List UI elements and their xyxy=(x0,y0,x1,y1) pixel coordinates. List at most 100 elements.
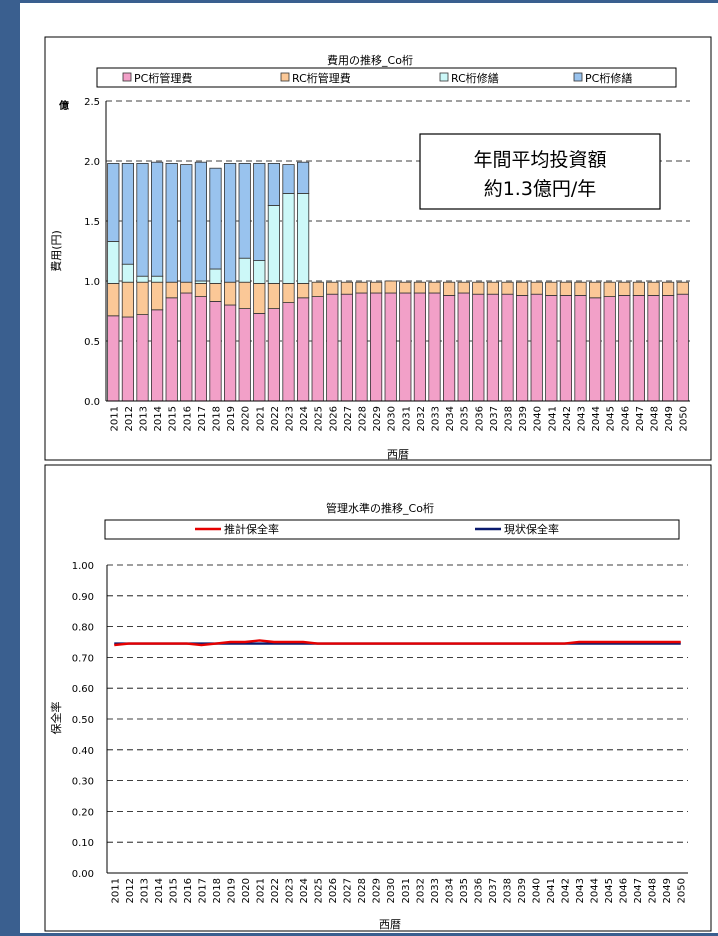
level-x-tick-label: 2046 xyxy=(619,878,630,903)
level-y-tick-label: 0.50 xyxy=(72,715,94,726)
cost-x-tick-label: 2031 xyxy=(401,406,412,431)
level-x-tick-label: 2025 xyxy=(314,878,325,903)
cost-bar-segment xyxy=(632,294,645,402)
annotation-line-1: 年間平均投資額 xyxy=(473,149,606,171)
cost-x-tick-label: 2039 xyxy=(518,406,529,431)
cost-bar-segment xyxy=(180,292,193,402)
legend-swatch xyxy=(439,72,449,82)
cost-bar-segment xyxy=(530,281,543,295)
cost-x-tick-label: 2013 xyxy=(139,406,150,431)
cost-chart-title: 費用の推移_Co桁 xyxy=(327,53,413,67)
cost-bar-segment xyxy=(311,281,324,298)
cost-bar-segment xyxy=(151,161,164,277)
cost-bar-segment xyxy=(238,308,251,402)
level-chart-title: 管理水準の推移_Co桁 xyxy=(326,501,434,515)
level-legend xyxy=(104,519,680,540)
cost-x-tick-label: 2034 xyxy=(445,406,456,431)
cost-bar-segment xyxy=(559,281,572,296)
legend-label: PC桁修繕 xyxy=(585,71,632,85)
cost-x-tick-label: 2018 xyxy=(212,406,223,431)
cost-bar-segment xyxy=(603,296,616,402)
cost-bar-segment xyxy=(413,292,426,402)
level-chart-area xyxy=(44,464,712,932)
cost-x-tick-label: 2017 xyxy=(197,406,208,431)
cost-bar-segment xyxy=(297,282,310,299)
level-x-tick-label: 2045 xyxy=(604,878,615,903)
cost-bar-segment xyxy=(662,294,675,402)
cost-bar-segment xyxy=(151,281,164,311)
cost-x-tick-label: 2016 xyxy=(182,406,193,431)
level-x-tick-label: 2040 xyxy=(531,878,542,903)
cost-x-tick-label: 2046 xyxy=(620,406,631,431)
level-x-tick-label: 2043 xyxy=(575,878,586,903)
cost-bar-segment xyxy=(545,294,558,402)
cost-bar-segment xyxy=(121,281,134,318)
cost-bar-segment xyxy=(516,281,529,296)
level-x-tick-label: 2049 xyxy=(662,878,673,903)
legend-label: 推計保全率 xyxy=(224,522,279,536)
level-x-tick-label: 2012 xyxy=(125,878,136,903)
cost-bar-segment xyxy=(224,304,237,402)
level-series-line xyxy=(114,639,681,647)
cost-bar-segment xyxy=(574,294,587,402)
level-y-tick-label: 0.00 xyxy=(72,869,94,880)
level-x-tick-label: 2033 xyxy=(430,878,441,903)
cost-bar-segment xyxy=(180,281,193,294)
cost-x-tick-label: 2045 xyxy=(606,406,617,431)
cost-bar-segment xyxy=(472,281,485,295)
cost-x-tick-label: 2043 xyxy=(577,406,588,431)
level-y-tick-label: 0.20 xyxy=(72,807,94,818)
level-x-tick-label: 2018 xyxy=(212,878,223,903)
cost-bar-segment xyxy=(253,282,266,314)
level-x-tick-label: 2031 xyxy=(401,878,412,903)
cost-bar-segment xyxy=(530,293,543,402)
cost-bar-segment xyxy=(355,292,368,402)
cost-bar-segment xyxy=(632,281,645,296)
cost-bar-segment xyxy=(516,294,529,402)
legend-label: RC桁修繕 xyxy=(451,71,499,85)
cost-bar-segment xyxy=(194,296,207,402)
cost-bar-segment xyxy=(282,164,295,194)
cost-bar-segment xyxy=(297,161,310,194)
cost-x-tick-label: 2049 xyxy=(664,406,675,431)
cost-bar-segment xyxy=(545,281,558,296)
cost-bar-segment xyxy=(267,162,280,206)
cost-x-tick-label: 2021 xyxy=(255,406,266,431)
cost-bar-segment xyxy=(282,302,295,402)
cost-y-tick-label: 0.0 xyxy=(84,397,100,408)
cost-bar-segment xyxy=(180,164,193,283)
level-x-tick-label: 2022 xyxy=(270,878,281,903)
cost-x-label: 西暦 xyxy=(387,448,409,461)
cost-bar-segment xyxy=(589,281,602,299)
cost-bar-segment xyxy=(340,293,353,402)
level-x-tick-label: 2023 xyxy=(285,878,296,903)
cost-bar-segment xyxy=(238,257,251,283)
cost-bar-segment xyxy=(151,309,164,402)
cost-bar-segment xyxy=(399,281,412,294)
cost-bar-segment xyxy=(121,162,134,265)
cost-bar-segment xyxy=(326,293,339,402)
level-x-tick-label: 2029 xyxy=(372,878,383,903)
legend-label: RC桁管理費 xyxy=(292,71,351,85)
level-x-tick-label: 2047 xyxy=(633,878,644,903)
level-x-tick-label: 2011 xyxy=(110,878,121,903)
cost-bar-segment xyxy=(443,281,456,296)
cost-bar-segment xyxy=(297,297,310,402)
cost-bar-segment xyxy=(282,282,295,303)
cost-y-tick-label: 2.0 xyxy=(84,157,100,168)
cost-x-tick-label: 2048 xyxy=(650,406,661,431)
level-x-tick-label: 2044 xyxy=(590,878,601,903)
average-investment-box xyxy=(419,133,661,210)
cost-bar-segment xyxy=(267,308,280,402)
cost-bar-segment xyxy=(297,192,310,284)
cost-bar-segment xyxy=(209,268,222,284)
cost-bar-segment xyxy=(209,282,222,302)
cost-bar-segment xyxy=(413,281,426,294)
level-x-tick-label: 2014 xyxy=(154,878,165,903)
cost-bar-segment xyxy=(165,297,178,402)
cost-bar-segment xyxy=(224,162,237,283)
cost-legend xyxy=(96,67,677,88)
cost-x-tick-label: 2011 xyxy=(109,406,120,431)
cost-bar-segment xyxy=(370,292,383,402)
